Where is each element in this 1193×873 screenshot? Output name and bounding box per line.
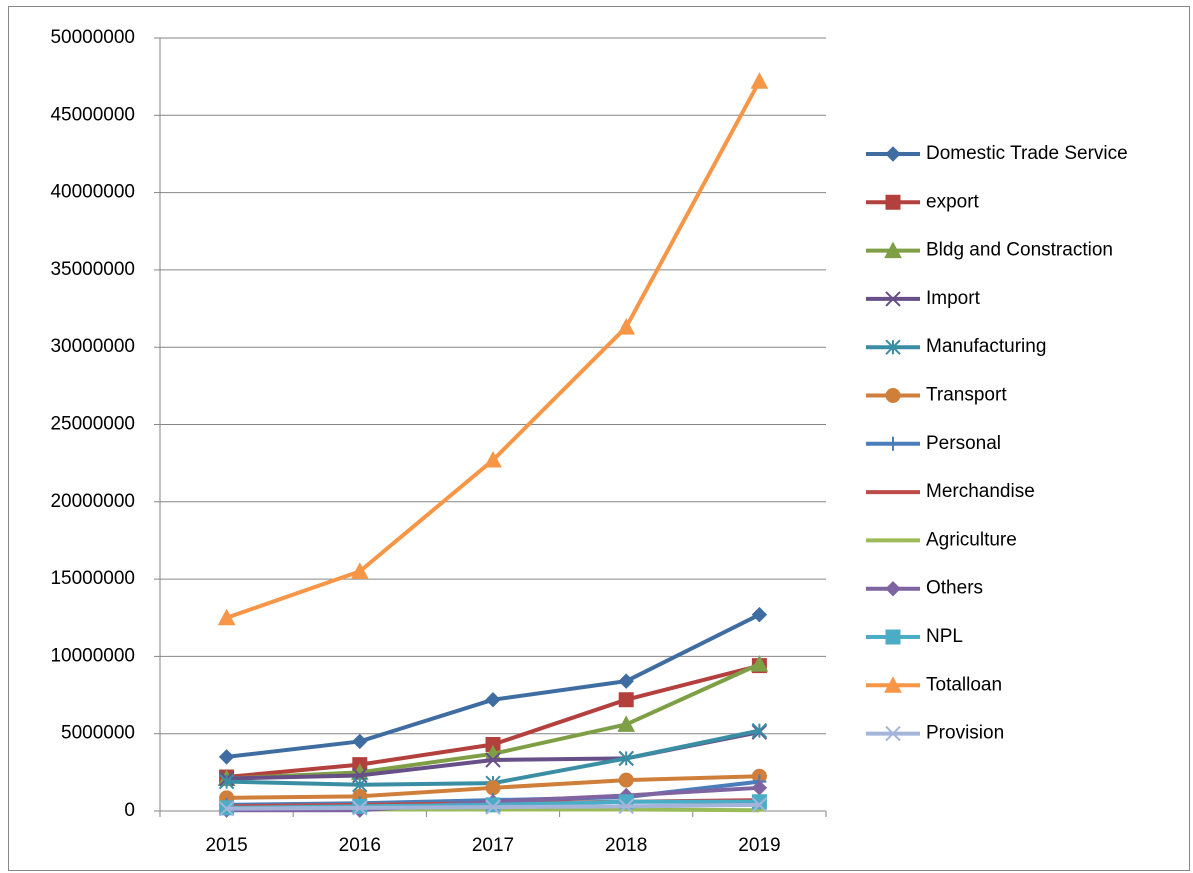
legend-label: Transport [926,385,1007,406]
y-tick-label: 45000000 [50,104,135,125]
y-tick-label: 5000000 [61,723,135,744]
marker [218,800,235,817]
marker [618,692,634,708]
marker [352,733,368,750]
legend-label: Personal [926,433,1001,454]
x-tick-label: 2016 [339,835,381,856]
marker [618,798,634,815]
x-tick-label: 2018 [605,835,647,856]
marker [751,722,768,739]
y-tick-label: 50000000 [50,27,135,48]
legend-marker [885,580,901,597]
marker [485,752,501,768]
marker [485,797,501,813]
legend-label: Import [926,288,981,309]
marker [485,691,501,708]
legend-marker [885,291,901,307]
marker [485,780,501,796]
legend-label: Domestic Trade Service [926,143,1128,164]
marker [218,773,235,790]
marker [618,673,634,689]
legend-label: Totalloan [926,674,1002,695]
legend-marker [885,194,901,210]
x-tick-label: 2015 [205,835,247,856]
marker [217,608,236,626]
y-tick-label: 40000000 [50,182,135,203]
y-tick-label: 20000000 [50,491,135,512]
y-tick-label: 25000000 [50,414,135,435]
y-tick-label: 15000000 [50,568,135,589]
legend-marker [884,241,902,259]
x-tick-label: 2019 [738,835,780,856]
legend-label: Merchandise [926,481,1035,502]
marker [751,797,768,813]
marker [618,772,634,788]
y-tick-label: 0 [124,800,135,821]
legend-label: Bldg and Constraction [926,240,1113,261]
legend-marker [885,388,901,403]
legend-label: Others [926,578,983,599]
legend-marker [884,676,902,693]
marker [218,749,235,765]
legend-label: Provision [926,723,1004,744]
marker [750,655,769,672]
legend-label: NPL [926,626,963,647]
marker [485,799,501,815]
legend-marker [886,436,900,451]
legend-marker [885,339,901,355]
marker [484,450,502,468]
legend-label: export [926,191,980,212]
marker [617,715,636,732]
legend-marker [885,725,901,742]
legend-marker [885,146,901,162]
x-tick-label: 2017 [472,835,514,856]
marker [350,562,369,579]
y-tick-label: 35000000 [50,259,135,280]
marker [618,750,634,767]
marker [751,606,768,623]
marker [750,72,769,89]
y-tick-label: 30000000 [50,336,135,357]
legend-marker [885,629,901,645]
marker [617,318,636,335]
marker [352,800,368,816]
legend-label: Agriculture [926,529,1017,550]
legend-label: Manufacturing [926,336,1046,357]
y-tick-label: 10000000 [50,645,135,666]
chart-border [8,6,1190,871]
